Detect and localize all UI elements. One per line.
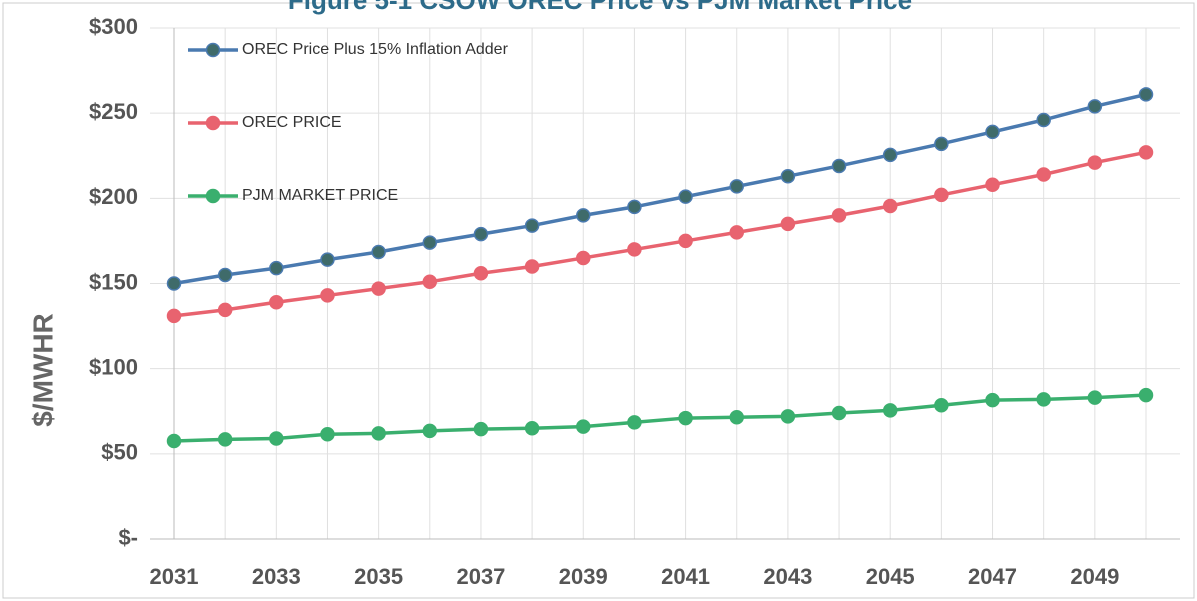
data-point (1036, 112, 1051, 128)
data-point (371, 281, 386, 296)
legend-label: PJM MARKET PRICE (242, 187, 398, 204)
data-point (985, 392, 1000, 408)
data-point (831, 405, 847, 421)
x-tick-label: 2033 (252, 564, 301, 589)
series-line (173, 92, 1147, 286)
data-point (576, 250, 591, 266)
y-tick-label: $50 (101, 440, 138, 465)
data-point (1036, 392, 1051, 407)
data-point (882, 403, 898, 418)
data-point (524, 218, 540, 233)
data-point (678, 233, 693, 249)
data-point (217, 302, 233, 318)
data-point (1036, 167, 1051, 182)
data-point (1087, 99, 1103, 114)
legend-label: OREC PRICE (242, 114, 342, 131)
y-axis-label: $/MWHR (27, 313, 58, 427)
data-point (934, 398, 949, 413)
data-point (576, 208, 591, 223)
y-tick-label: $100 (89, 354, 138, 379)
data-point (1087, 390, 1103, 405)
data-point (422, 423, 438, 439)
data-point (371, 244, 386, 260)
data-point (934, 187, 949, 203)
data-point (985, 177, 1000, 192)
data-point (729, 409, 744, 425)
y-tick-label: $200 (89, 184, 138, 209)
data-point (320, 288, 335, 303)
data-point (269, 431, 284, 446)
data-point (269, 260, 284, 276)
x-tick-label: 2041 (661, 564, 710, 589)
y-tick-label: $- (118, 525, 138, 550)
data-point (524, 421, 540, 436)
data-point (422, 274, 438, 290)
data-point (882, 147, 898, 163)
data-point (780, 168, 796, 184)
data-point (780, 409, 796, 424)
data-point (1138, 87, 1154, 102)
data-point (473, 266, 489, 281)
data-point (780, 216, 796, 232)
series-line (173, 393, 1147, 443)
y-tick-label: $300 (89, 14, 138, 39)
data-point (831, 208, 847, 223)
data-point (422, 235, 438, 250)
data-point (166, 308, 182, 324)
data-point (473, 226, 489, 242)
data-point (882, 198, 898, 214)
data-point (729, 179, 744, 194)
data-point (524, 259, 540, 274)
data-point (627, 415, 642, 430)
y-tick-label: $250 (89, 99, 138, 124)
data-point (166, 276, 182, 291)
data-point (627, 242, 642, 257)
data-point (473, 421, 489, 437)
data-point (1138, 387, 1154, 403)
data-point (217, 432, 233, 447)
data-point (320, 426, 335, 442)
data-point (678, 410, 693, 426)
data-point (934, 136, 949, 152)
x-tick-label: 2035 (354, 564, 403, 589)
data-point (985, 124, 1000, 140)
data-point (627, 199, 642, 215)
data-point (166, 433, 182, 449)
data-point (217, 267, 233, 283)
x-tick-label: 2039 (559, 564, 608, 589)
x-tick-label: 2037 (456, 564, 505, 589)
x-tick-label: 2047 (968, 564, 1017, 589)
data-point (678, 189, 693, 204)
legend-marker (205, 115, 221, 131)
data-point (371, 426, 386, 441)
data-point (576, 419, 591, 434)
y-tick-label: $150 (89, 269, 138, 294)
x-tick-label: 2049 (1070, 564, 1119, 589)
data-point (729, 225, 744, 240)
data-point (320, 252, 335, 267)
legend-marker (205, 188, 221, 204)
legend-marker (205, 42, 221, 58)
x-tick-label: 2045 (866, 564, 915, 589)
series-line (173, 150, 1147, 318)
chart-title: Figure 5-1 CSOW OREC Price vs PJM Market… (288, 0, 912, 15)
data-point (1087, 155, 1103, 170)
x-tick-label: 2031 (150, 564, 199, 589)
x-tick-label: 2043 (763, 564, 812, 589)
data-point (1138, 145, 1154, 160)
data-point (269, 294, 284, 310)
data-point (831, 158, 847, 174)
legend-label: OREC Price Plus 15% Inflation Adder (242, 41, 509, 58)
